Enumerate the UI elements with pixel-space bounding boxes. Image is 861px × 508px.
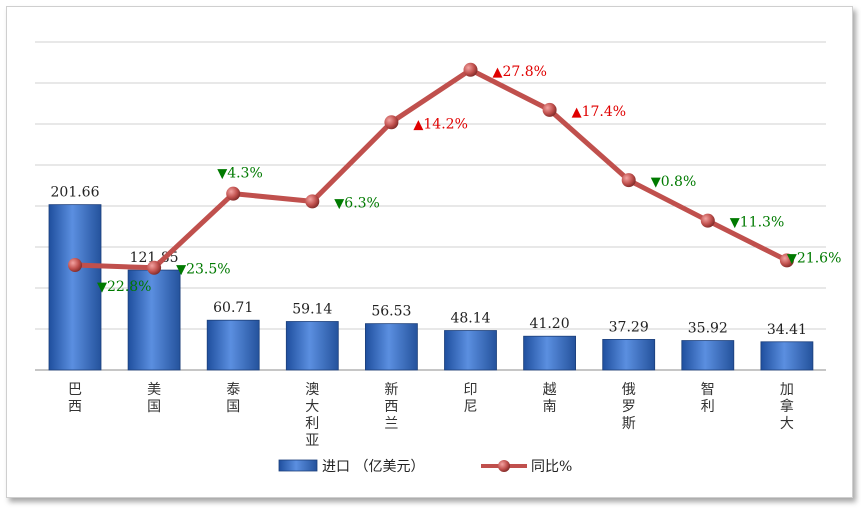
bar	[444, 330, 497, 371]
line-value-label: ▲14.2%	[413, 116, 467, 132]
line-value-label: ▼6.3%	[334, 195, 380, 211]
line-point	[68, 258, 82, 273]
line-value-label: ▲17.4%	[572, 104, 626, 120]
line-value-labels: ▼22.8% ▼23.5% ▼4.3% ▼6.3% ▲14.2% ▲27.8% ▲17.4%…	[97, 64, 841, 295]
line-value-label: ▼4.3%	[217, 166, 263, 182]
line-point	[147, 260, 162, 275]
bar-value-label: 60.71	[213, 300, 253, 316]
bar	[364, 323, 418, 371]
line-point	[700, 213, 715, 228]
bar-value-label: 41.20	[530, 316, 570, 332]
legend-bar-label: 进口 （亿美元）	[322, 459, 424, 475]
bar-value-label: 37.29	[609, 319, 649, 335]
category-label: 印尼	[464, 382, 478, 415]
bar-value-label: 34.41	[767, 322, 807, 338]
category-label: 新西兰	[384, 382, 398, 432]
line-value-label: ▼21.6%	[787, 250, 841, 266]
line-point	[779, 253, 794, 268]
line-point	[384, 115, 399, 130]
category-label: 越南	[543, 382, 557, 415]
category-label: 澳大利亚	[305, 382, 319, 449]
category-label: 泰国	[226, 382, 240, 415]
line-point	[305, 194, 320, 209]
line-value-label: ▼23.5%	[176, 262, 230, 278]
bar	[681, 340, 735, 371]
bar	[206, 319, 260, 371]
line-point	[463, 62, 478, 77]
line-value-label: ▼11.3%	[730, 215, 784, 231]
legend-line-label: 同比%	[531, 459, 572, 475]
category-label: 美国	[147, 382, 161, 415]
category-label: 俄罗斯	[622, 382, 636, 432]
chart-frame	[6, 6, 853, 498]
bar	[760, 341, 814, 371]
category-label: 巴西	[68, 382, 82, 415]
bar-value-label: 201.66	[51, 185, 100, 201]
bar-value-label: 35.92	[688, 321, 728, 337]
bar-value-label: 48.14	[450, 311, 490, 327]
line-value-label: ▼0.8%	[651, 174, 697, 190]
bar	[127, 269, 181, 371]
line-value-label: ▼22.8%	[97, 279, 151, 295]
category-axis-labels: 巴西 美国 泰国 澳大利亚 新西兰 印尼 越南 俄罗斯 智利 加拿大	[68, 382, 794, 449]
bar	[48, 204, 102, 371]
line-path	[74, 67, 789, 271]
line-point	[542, 102, 557, 117]
bar-value-label: 59.14	[292, 302, 332, 318]
bar	[285, 321, 339, 371]
category-label: 智利	[701, 382, 715, 415]
legend-bar-swatch	[278, 459, 318, 472]
category-label: 加拿大	[780, 382, 794, 432]
bar-series	[48, 204, 814, 371]
bar-value-label: 56.53	[371, 304, 411, 320]
legend: 进口 （亿美元） 同比%	[278, 459, 572, 475]
legend-line-marker	[498, 460, 510, 472]
line-point	[621, 173, 636, 188]
bar	[523, 335, 576, 371]
line-series	[68, 62, 794, 275]
line-value-label: ▲27.8%	[493, 64, 547, 80]
line-point	[226, 186, 241, 201]
bar	[602, 339, 656, 371]
